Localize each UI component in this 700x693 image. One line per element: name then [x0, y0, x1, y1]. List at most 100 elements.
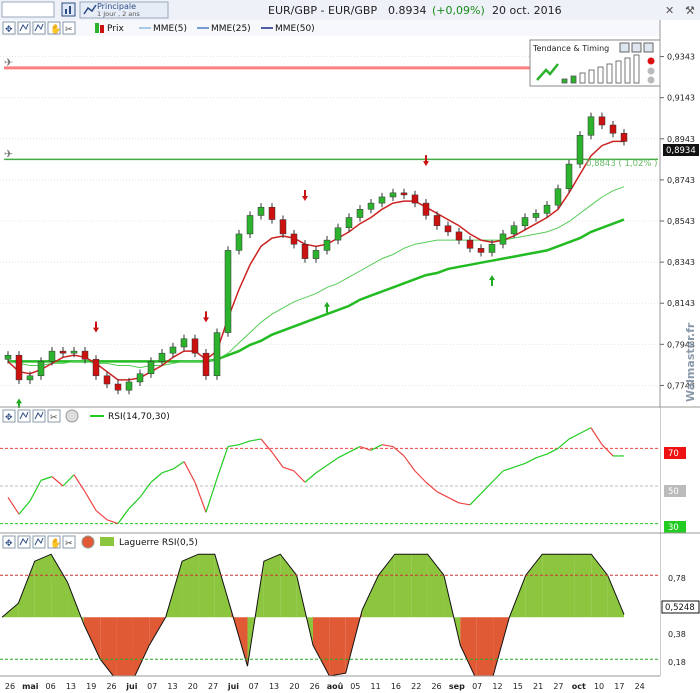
laguerre-fill-9: [132, 617, 150, 681]
candle-body-27: [301, 243, 309, 259]
laguerre-fill-14: [214, 554, 232, 618]
settings-icon[interactable]: ⚒: [685, 4, 695, 17]
rsi-seg-53: [579, 427, 592, 434]
rsi-seg-20: [216, 446, 229, 479]
trend-box-icon-3[interactable]: [643, 42, 654, 53]
candle-body-40: [444, 225, 452, 233]
time-label-28: oct: [572, 682, 586, 691]
level-pin-icon-top: ✈: [4, 56, 13, 69]
tools-icon[interactable]: ✂: [65, 25, 73, 35]
candle-body-39: [433, 215, 441, 226]
laguerre-close-icon[interactable]: [81, 535, 95, 549]
candle-body-17: [191, 338, 199, 354]
rsi-tools-icon[interactable]: ✂: [50, 413, 58, 423]
trend-icon: [83, 4, 97, 15]
rsi-seg-52: [568, 432, 581, 440]
rsi-seg-39: [425, 481, 438, 493]
time-label-22: sep: [449, 682, 465, 691]
trend-timing-box[interactable]: Tendance & Timing: [529, 39, 661, 87]
rsi-level-50: 50: [668, 487, 679, 497]
rsi-seg-3: [29, 480, 42, 502]
time-label-14: 20: [289, 682, 299, 691]
laguerre-wave-icon[interactable]: [19, 537, 29, 546]
rsi-seg-47: [513, 462, 526, 468]
candle-body-32: [356, 209, 364, 218]
laguerre-label: Laguerre RSI(0,5): [119, 538, 198, 548]
wave-icon[interactable]: [19, 23, 29, 32]
laguerre-fill-25: [394, 554, 412, 618]
rsi-seg-2: [18, 500, 31, 515]
time-axis: [0, 676, 700, 693]
time-label-2: 06: [46, 682, 56, 691]
laguerre-tick-2: 0,38: [668, 630, 686, 639]
laguerre-panel-header[interactable]: ✥ ✋ ✂ Laguerre RSI(0,5): [2, 535, 198, 549]
time-label-30: 17: [614, 682, 624, 691]
rsi-seg-38: [414, 470, 427, 483]
time-label-11: jui: [227, 682, 239, 691]
price-change: (+0,09%): [432, 4, 485, 17]
rsi-wave-icon[interactable]: [19, 411, 29, 420]
timing-bar-7: [624, 57, 631, 84]
time-label-5: 26: [106, 682, 116, 691]
wave-icon-2[interactable]: [34, 23, 44, 32]
trend-box-icon-2[interactable]: [631, 42, 642, 53]
time-axis-labels: 26 mai 06 13 19 26 jui 07 13 20 27 jui 07 13 20 26 aoû 05…: [5, 682, 645, 691]
rsi-seg-13: [139, 481, 152, 498]
laguerre-fill-6: [83, 617, 101, 660]
status-dot-grey-1: [647, 67, 655, 75]
rsi-seg-10: [106, 519, 119, 525]
rsi-seg-49: [535, 453, 548, 459]
laguerre-tools-icon[interactable]: ✂: [65, 539, 73, 549]
candle-body-43: [477, 248, 485, 253]
rsi-seg-40: [436, 491, 449, 498]
rsi-panel-header[interactable]: ✥ ✂ RSI(14,70,30): [2, 409, 170, 423]
candle-body-13: [147, 361, 155, 374]
status-dot-red: [647, 57, 655, 65]
laguerre-line: [1, 553, 625, 681]
status-dot-grey-2: [647, 76, 655, 84]
candle-body-14: [158, 352, 166, 362]
rsi-seg-50: [546, 447, 559, 455]
laguerre-fill-35: [558, 554, 575, 618]
mme50-line: [8, 218, 625, 363]
rsi-wave-icon-2[interactable]: [34, 411, 44, 420]
candle-body-28: [312, 250, 320, 259]
laguerre-cross-icon[interactable]: ✥: [5, 539, 13, 549]
time-label-29: 10: [594, 682, 604, 691]
search-input[interactable]: [1, 1, 55, 18]
rsi-cross-icon[interactable]: ✥: [5, 413, 13, 423]
time-label-4: 19: [86, 682, 96, 691]
rsi-seg-11: [117, 508, 130, 524]
laguerre-fill-13: [198, 554, 215, 618]
rsi-seg-36: [392, 446, 405, 457]
rsi-seg-51: [557, 438, 570, 449]
rsi-close-icon[interactable]: [65, 409, 79, 423]
laguerre-wave-icon-2[interactable]: [34, 537, 44, 546]
instrument-selector[interactable]: Principale 1 Jour , 2 ans: [79, 1, 169, 19]
signal-arrow-2: [203, 311, 209, 323]
candle-body-41: [455, 231, 463, 241]
price-axis-ticks: 0,9343 0,9143 0,8943 0,8743 0,8543 0,8343 0,81…: [660, 53, 695, 390]
price-tick-2: 0,8943: [667, 135, 695, 144]
rsi-seg-41: [447, 496, 460, 504]
laguerre-pointer-icon[interactable]: ✋: [50, 537, 61, 549]
candle-body-23: [257, 206, 265, 216]
cross-arrows-icon[interactable]: ✥: [5, 25, 13, 35]
rsi-label: RSI(14,70,30): [108, 412, 170, 422]
target-label: 0,8843 ( 1,02% ): [586, 159, 657, 169]
chart-toggle-icon[interactable]: [61, 2, 76, 17]
candle-body-53: [587, 116, 595, 136]
price-tick-5: 0,8343: [667, 258, 695, 267]
price-panel-icons[interactable]: ✥ ✋ ✂: [2, 21, 76, 35]
trend-box-icon-1[interactable]: [619, 42, 630, 53]
pointer-icon[interactable]: ✋: [50, 23, 61, 35]
candle-body-37: [411, 194, 419, 204]
time-label-1: mai: [22, 682, 39, 691]
chart-title: EUR/GBP - EUR/GBP: [268, 4, 377, 17]
rsi-seg-9: [95, 509, 108, 521]
price-axis: [660, 20, 700, 406]
watermark: Walmaster.fr: [684, 322, 697, 402]
expand-icon[interactable]: ✕: [665, 4, 674, 17]
time-label-12: 07: [249, 682, 259, 691]
